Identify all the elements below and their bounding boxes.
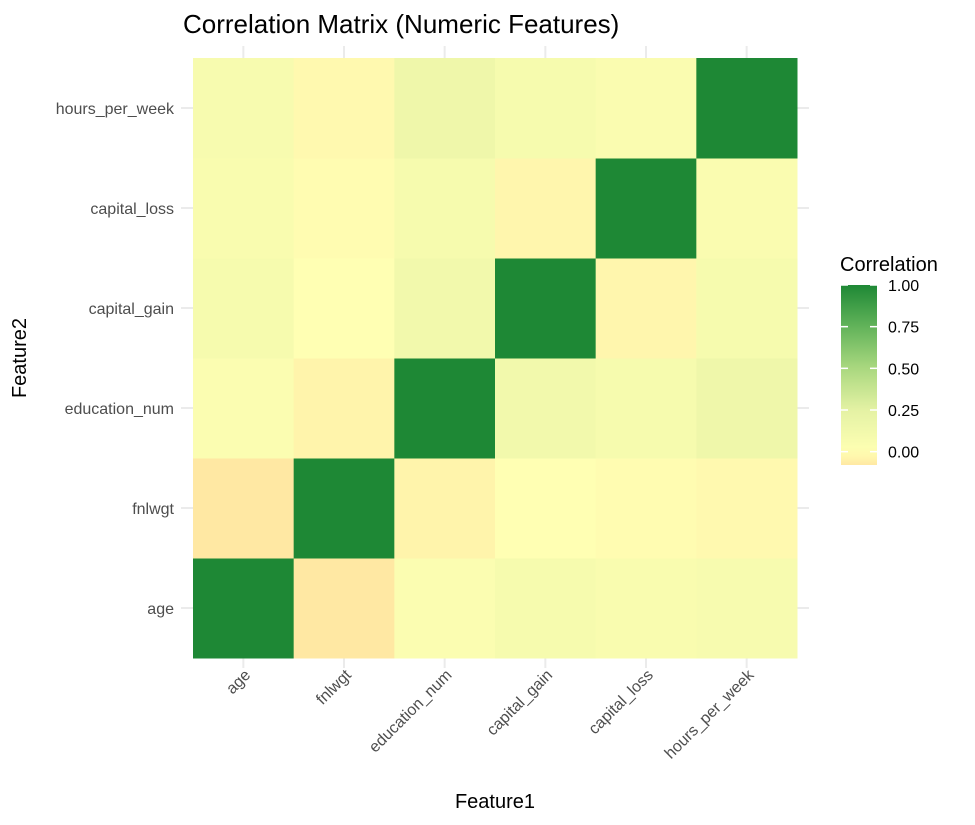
heatmap-cell-education_num-hours_per_week xyxy=(394,58,496,159)
legend-tick-label: 0.75 xyxy=(888,320,919,337)
x-tick-label-capital_gain: capital_gain xyxy=(484,667,556,739)
heatmap-cell-capital_gain-age xyxy=(495,558,597,659)
heatmap-cell-age-education_num xyxy=(193,358,295,459)
y-axis-title: Feature2 xyxy=(9,318,31,398)
heatmap-cells xyxy=(193,58,798,659)
heatmap-cell-capital_loss-hours_per_week xyxy=(595,58,697,159)
heatmap-cell-age-capital_gain xyxy=(193,258,295,359)
chart-title: Correlation Matrix (Numeric Features) xyxy=(183,9,619,39)
heatmap-cell-education_num-capital_gain xyxy=(394,258,496,359)
x-tick-label-education_num: education_num xyxy=(366,667,455,756)
heatmap-cell-capital_loss-education_num xyxy=(595,358,697,459)
y-tick-label-hours_per_week: hours_per_week xyxy=(56,101,175,118)
heatmap-cell-education_num-capital_loss xyxy=(394,158,496,259)
x-tick-label-capital_loss: capital_loss xyxy=(586,667,657,738)
y-tick-label-fnlwgt: fnlwgt xyxy=(132,501,174,518)
heatmap-cell-hours_per_week-capital_loss xyxy=(696,158,798,259)
heatmap-cell-capital_gain-capital_gain xyxy=(495,258,597,359)
y-tick-label-age: age xyxy=(147,601,174,618)
y-tick-label-capital_gain: capital_gain xyxy=(89,301,174,318)
x-tick-label-fnlwgt: fnlwgt xyxy=(313,666,355,708)
heatmap-cell-capital_gain-hours_per_week xyxy=(495,58,597,159)
y-tick-label-education_num: education_num xyxy=(65,401,174,418)
y-tick-labels: age fnlwgt education_num capital_gain capita… xyxy=(56,101,175,618)
x-tick-labels: age fnlwgt education_num capital_gain capita… xyxy=(223,666,758,762)
heatmap-cell-capital_loss-fnlwgt xyxy=(595,458,697,559)
heatmap-cell-fnlwgt-capital_loss xyxy=(293,158,395,259)
heatmap-cell-capital_gain-capital_loss xyxy=(495,158,597,259)
heatmap-cell-capital_gain-education_num xyxy=(495,358,597,459)
legend-tick-label: 1.00 xyxy=(888,278,919,295)
heatmap-cell-capital_loss-capital_loss xyxy=(595,158,697,259)
legend-title: Correlation xyxy=(840,254,938,276)
heatmap-cell-hours_per_week-capital_gain xyxy=(696,258,798,359)
x-tick-label-age: age xyxy=(223,667,254,698)
heatmap-cell-age-hours_per_week xyxy=(193,58,295,159)
x-tick-label-hours_per_week: hours_per_week xyxy=(662,666,758,762)
heatmap-cell-fnlwgt-age xyxy=(293,558,395,659)
legend-tick-label: 0.50 xyxy=(888,361,919,378)
heatmap-cell-capital_loss-capital_gain xyxy=(595,258,697,359)
heatmap-cell-fnlwgt-fnlwgt xyxy=(293,458,395,559)
heatmap-cell-education_num-age xyxy=(394,558,496,659)
heatmap-cell-hours_per_week-age xyxy=(696,558,798,659)
heatmap-cell-hours_per_week-hours_per_week xyxy=(696,58,798,159)
heatmap-cell-age-age xyxy=(193,558,295,659)
heatmap-cell-education_num-education_num xyxy=(394,358,496,459)
heatmap-cell-age-capital_loss xyxy=(193,158,295,259)
heatmap-cell-education_num-fnlwgt xyxy=(394,458,496,559)
legend-tick-label: 0.00 xyxy=(888,445,919,462)
heatmap-cell-hours_per_week-fnlwgt xyxy=(696,458,798,559)
heatmap-cell-fnlwgt-hours_per_week xyxy=(293,58,395,159)
y-tick-label-capital_loss: capital_loss xyxy=(90,201,174,218)
heatmap-cell-fnlwgt-education_num xyxy=(293,358,395,459)
heatmap-cell-capital_loss-age xyxy=(595,558,697,659)
x-axis-title: Feature1 xyxy=(455,791,535,813)
heatmap-cell-capital_gain-fnlwgt xyxy=(495,458,597,559)
legend-tick-label: 0.25 xyxy=(888,403,919,420)
legend-ticks: 0.00 0.25 0.50 0.75 1.00 xyxy=(841,278,919,462)
color-legend: Correlation 0.00 0.25 0.50 0.75 1.00 xyxy=(840,254,938,465)
heatmap-cell-age-fnlwgt xyxy=(193,458,295,559)
heatmap-cell-hours_per_week-education_num xyxy=(696,358,798,459)
heatmap-cell-fnlwgt-capital_gain xyxy=(293,258,395,359)
legend-color-bar xyxy=(841,285,877,465)
